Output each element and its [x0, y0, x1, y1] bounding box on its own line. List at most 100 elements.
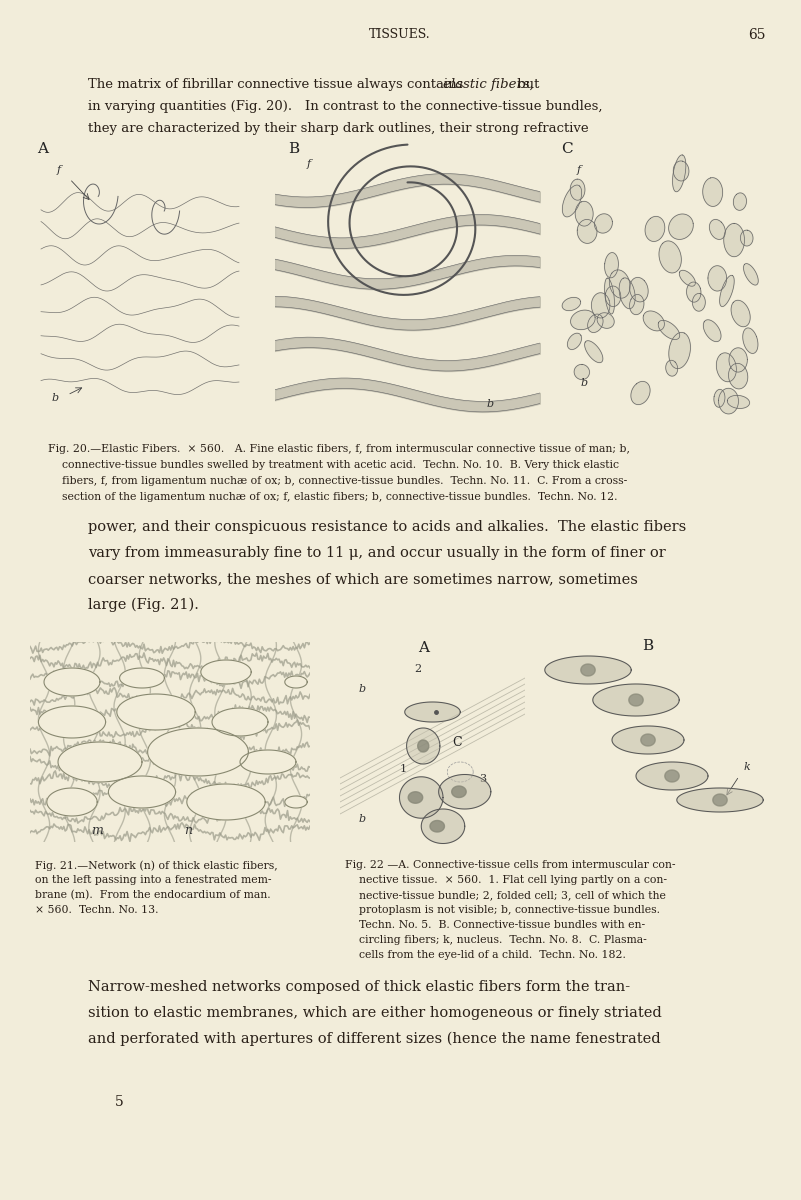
Polygon shape — [619, 278, 635, 308]
Text: 3: 3 — [479, 774, 486, 784]
Polygon shape — [570, 310, 595, 330]
Text: fibers, f, from ligamentum nuchæ of ox; b, connective-tissue bundles.  Techn. No: fibers, f, from ligamentum nuchæ of ox; … — [48, 476, 627, 486]
Polygon shape — [562, 185, 582, 217]
Polygon shape — [562, 298, 581, 311]
Text: Narrow-meshed networks composed of thick elastic fibers form the tran-: Narrow-meshed networks composed of thick… — [88, 980, 630, 994]
Polygon shape — [740, 230, 753, 246]
Polygon shape — [710, 220, 726, 240]
Polygon shape — [44, 668, 100, 696]
Polygon shape — [679, 270, 695, 287]
Text: n: n — [184, 824, 192, 838]
Text: large (Fig. 21).: large (Fig. 21). — [88, 598, 199, 612]
Polygon shape — [641, 734, 655, 746]
Text: b: b — [487, 398, 494, 409]
Polygon shape — [430, 821, 445, 832]
Text: b: b — [359, 684, 365, 694]
Polygon shape — [594, 214, 613, 233]
Polygon shape — [610, 270, 630, 298]
Text: 2: 2 — [414, 664, 421, 674]
Polygon shape — [612, 726, 684, 754]
Polygon shape — [108, 776, 175, 808]
Text: b: b — [359, 814, 365, 824]
Text: C: C — [562, 142, 573, 156]
Text: 65: 65 — [748, 28, 766, 42]
Text: B: B — [642, 638, 654, 653]
Text: in varying quantities (Fig. 20).   In contrast to the connective-tissue bundles,: in varying quantities (Fig. 20). In cont… — [88, 100, 602, 113]
Polygon shape — [574, 365, 590, 379]
Polygon shape — [677, 788, 763, 812]
Text: cells from the eye-lid of a child.  Techn. No. 182.: cells from the eye-lid of a child. Techn… — [345, 950, 626, 960]
Text: protoplasm is not visible; b, connective-tissue bundles.: protoplasm is not visible; b, connective… — [345, 905, 660, 914]
Polygon shape — [702, 178, 723, 206]
Text: f: f — [577, 166, 581, 175]
Text: nective-tissue bundle; 2, folded cell; 3, cell of which the: nective-tissue bundle; 2, folded cell; 3… — [345, 890, 666, 900]
Polygon shape — [692, 294, 706, 311]
Polygon shape — [119, 668, 164, 688]
Polygon shape — [417, 740, 429, 752]
Polygon shape — [686, 282, 701, 302]
Polygon shape — [606, 286, 621, 306]
Polygon shape — [673, 155, 686, 192]
Polygon shape — [665, 770, 679, 782]
Polygon shape — [439, 774, 491, 809]
Polygon shape — [588, 314, 603, 332]
Text: Fig. 20.—Elastic Fibers.  × 560.   A. Fine elastic fibers, f, from intermuscular: Fig. 20.—Elastic Fibers. × 560. A. Fine … — [48, 444, 630, 454]
Text: k: k — [744, 762, 751, 772]
Polygon shape — [285, 796, 308, 808]
Polygon shape — [666, 360, 678, 376]
Polygon shape — [674, 161, 689, 181]
Polygon shape — [201, 660, 252, 684]
Polygon shape — [421, 809, 465, 844]
Text: section of the ligamentum nuchæ of ox; f, elastic fibers; b, connective-tissue b: section of the ligamentum nuchæ of ox; f… — [48, 492, 618, 502]
Text: nective tissue.  × 560.  1. Flat cell lying partly on a con-: nective tissue. × 560. 1. Flat cell lyin… — [345, 875, 667, 886]
Text: Techn. No. 5.  B. Connective-tissue bundles with en-: Techn. No. 5. B. Connective-tissue bundl… — [345, 920, 645, 930]
Polygon shape — [605, 252, 618, 278]
Polygon shape — [605, 278, 614, 314]
Polygon shape — [724, 223, 744, 257]
Polygon shape — [570, 179, 585, 200]
Polygon shape — [575, 202, 593, 226]
Polygon shape — [708, 265, 727, 292]
Polygon shape — [407, 728, 440, 764]
Polygon shape — [578, 220, 597, 244]
Text: C: C — [453, 736, 462, 749]
Polygon shape — [643, 311, 664, 331]
Text: and perforated with apertures of different sizes (hence the name fenestrated: and perforated with apertures of differe… — [88, 1032, 661, 1046]
Text: 5: 5 — [115, 1094, 123, 1109]
Text: they are characterized by their sharp dark outlines, their strong refractive: they are characterized by their sharp da… — [88, 122, 589, 134]
Polygon shape — [743, 264, 759, 286]
Text: b: b — [52, 392, 59, 403]
Polygon shape — [212, 708, 268, 736]
Polygon shape — [713, 794, 727, 806]
Polygon shape — [597, 313, 614, 329]
Polygon shape — [734, 193, 747, 210]
Polygon shape — [581, 664, 595, 676]
Polygon shape — [645, 216, 665, 241]
Text: power, and their conspicuous resistance to acids and alkalies.  The elastic fibe: power, and their conspicuous resistance … — [88, 520, 686, 534]
Text: b: b — [581, 378, 588, 389]
Text: vary from immeasurably fine to 11 μ, and occur usually in the form of finer or: vary from immeasurably fine to 11 μ, and… — [88, 546, 666, 560]
Polygon shape — [630, 294, 644, 314]
Polygon shape — [729, 348, 747, 372]
Polygon shape — [629, 694, 643, 706]
Text: × 560.  Techn. No. 13.: × 560. Techn. No. 13. — [35, 905, 159, 914]
Text: brane (m).  From the endocardium of man.: brane (m). From the endocardium of man. — [35, 890, 271, 900]
Polygon shape — [743, 328, 758, 354]
Polygon shape — [631, 382, 650, 404]
Text: A: A — [418, 641, 429, 655]
Text: but: but — [513, 78, 539, 91]
Polygon shape — [729, 364, 748, 389]
Text: f: f — [307, 160, 311, 169]
Polygon shape — [669, 332, 690, 368]
Polygon shape — [409, 792, 423, 803]
Polygon shape — [452, 786, 466, 798]
Polygon shape — [703, 319, 721, 342]
Polygon shape — [567, 334, 582, 349]
Polygon shape — [400, 776, 443, 818]
Polygon shape — [545, 656, 631, 684]
Text: B: B — [288, 142, 300, 156]
Polygon shape — [147, 728, 248, 776]
Polygon shape — [727, 395, 750, 408]
Polygon shape — [719, 275, 735, 306]
Polygon shape — [46, 788, 97, 816]
